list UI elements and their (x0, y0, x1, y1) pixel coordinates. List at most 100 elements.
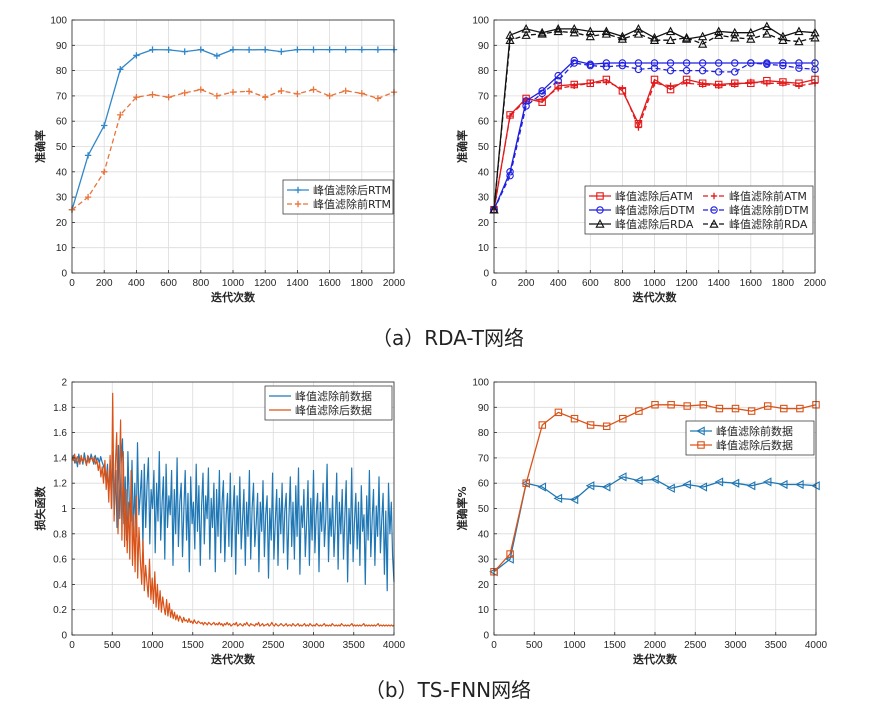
caption-b: （b）TS-FNN网络 (365, 678, 531, 702)
data-point-c1-0 (310, 46, 317, 53)
data-point-c1-1 (342, 87, 349, 95)
data-point-c1-0 (133, 52, 140, 59)
data-point-c2-5 (553, 26, 563, 36)
data-point-c4-0 (601, 482, 611, 492)
legend-marker (596, 192, 604, 200)
legend-marker (710, 206, 718, 214)
y-tick-label: 1.2 (53, 479, 67, 490)
data-point-c2-1 (683, 80, 690, 87)
y-tick-label: 0 (61, 631, 67, 642)
data-point-c2-2 (602, 59, 611, 67)
legend-c2: 峰值滤除后ATM 峰值滤除前ATM 峰值滤除后DTM 峰值滤除前DTM 峰值滤除后RDA… (584, 185, 814, 235)
data-point-c4-1 (796, 404, 804, 413)
y-tick-label: 80 (478, 428, 490, 439)
y-tick-label: 40 (56, 167, 68, 178)
data-point-c4-1 (602, 422, 611, 431)
data-point-c1-0 (358, 46, 365, 53)
data-point-c4-0 (778, 479, 788, 490)
data-point-c4-1 (586, 421, 595, 429)
data-point-c4-1 (635, 407, 643, 415)
data-point-c2-1 (699, 81, 706, 88)
data-point-c4-1 (570, 414, 579, 423)
data-point-c2-5 (730, 32, 740, 42)
data-point-c4-1 (763, 402, 772, 410)
y-tick-label: 20 (56, 218, 68, 229)
data-point-c2-3 (795, 64, 803, 72)
data-point-c1-0 (229, 46, 237, 53)
data-point-c2-3 (666, 66, 675, 75)
data-point-c2-1 (651, 80, 658, 87)
data-point-c2-5 (585, 31, 595, 41)
y-tick-label: 20 (478, 580, 490, 591)
legend-label: 峰值滤除后数据 (295, 403, 372, 417)
data-point-c2-2 (698, 59, 707, 67)
x-tick-label: 1600 (740, 278, 763, 289)
data-point-c4-0 (634, 476, 643, 486)
data-point-c2-1 (715, 82, 722, 89)
x-axis-label: 迭代次数 (211, 652, 256, 666)
data-point-c2-2 (554, 71, 562, 80)
series-line-c2-3 (493, 62, 816, 211)
data-point-c2-1 (506, 112, 514, 120)
data-point-c2-5 (569, 27, 579, 37)
x-tick-label: 2000 (383, 278, 406, 289)
legend-marker (294, 186, 302, 194)
data-point-c4-0 (682, 479, 691, 490)
y-tick-label: 80 (56, 66, 68, 77)
data-point-c2-3 (730, 68, 739, 76)
data-point-c2-3 (522, 102, 530, 110)
x-tick-label: 1400 (708, 278, 731, 289)
x-tick-label: 1500 (182, 640, 205, 651)
x-tick-label: 800 (614, 278, 631, 289)
x-tick-label: 1000 (222, 278, 245, 289)
data-point-c2-5 (617, 34, 628, 43)
data-point-c2-2 (618, 59, 627, 67)
x-tick-label: 3000 (302, 640, 325, 651)
data-point-c2-5 (665, 35, 676, 44)
data-point-c2-4 (505, 30, 515, 39)
data-point-c2-2 (779, 59, 787, 67)
data-point-c2-3 (779, 61, 787, 70)
x-tick-label: 200 (96, 278, 113, 289)
data-point-c1-1 (84, 193, 92, 201)
x-tick-label: 2000 (222, 640, 245, 651)
data-point-c4-1 (506, 550, 514, 558)
data-point-c1-0 (165, 46, 172, 54)
data-point-c4-1 (731, 404, 740, 413)
data-point-c4-0 (537, 482, 547, 492)
data-point-c2-3 (506, 171, 514, 180)
x-tick-label: 3500 (765, 640, 788, 651)
legend-label: 峰值滤除前ATM (729, 189, 807, 203)
data-point-c4-1 (780, 404, 788, 413)
legend-label: 峰值滤除前数据 (716, 424, 793, 438)
x-tick-label: 3500 (343, 640, 366, 651)
data-point-c2-3 (747, 59, 755, 67)
data-point-c1-1 (326, 92, 333, 100)
data-point-c2-3 (538, 89, 546, 98)
data-point-c2-4 (537, 27, 547, 37)
chart-c4: 0 500 1000 1500 2000 2500 3000 3500 4000 0 10 20 30 4… (455, 378, 828, 667)
x-tick-label: 400 (128, 278, 145, 289)
data-point-c1-1 (294, 90, 301, 98)
chart-c3: 0 500 1000 1500 2000 2500 3000 3500 4000 0 0.2 0.4 0… (33, 378, 406, 667)
x-tick-label: 1000 (141, 640, 164, 651)
x-tick-label: 1800 (772, 278, 795, 289)
data-point-c2-4 (617, 31, 628, 41)
y-tick-label: 60 (56, 117, 68, 128)
legend-marker (709, 219, 719, 228)
y-tick-label: 80 (478, 66, 490, 77)
legend-box (282, 179, 394, 215)
data-point-c1-1 (358, 90, 365, 97)
x-tick-label: 1400 (286, 278, 309, 289)
data-point-c2-4 (665, 26, 676, 36)
x-tick-label: 2500 (262, 640, 285, 651)
y-tick-label: 40 (478, 529, 490, 540)
data-point-c4-1 (651, 401, 659, 409)
legend-label: 峰值滤除前RDA (729, 217, 808, 231)
data-point-c1-0 (278, 48, 285, 55)
data-point-c2-2 (522, 97, 530, 105)
data-point-c4-0 (553, 493, 563, 503)
data-point-c2-5 (762, 29, 772, 38)
data-point-c2-1 (779, 80, 787, 87)
